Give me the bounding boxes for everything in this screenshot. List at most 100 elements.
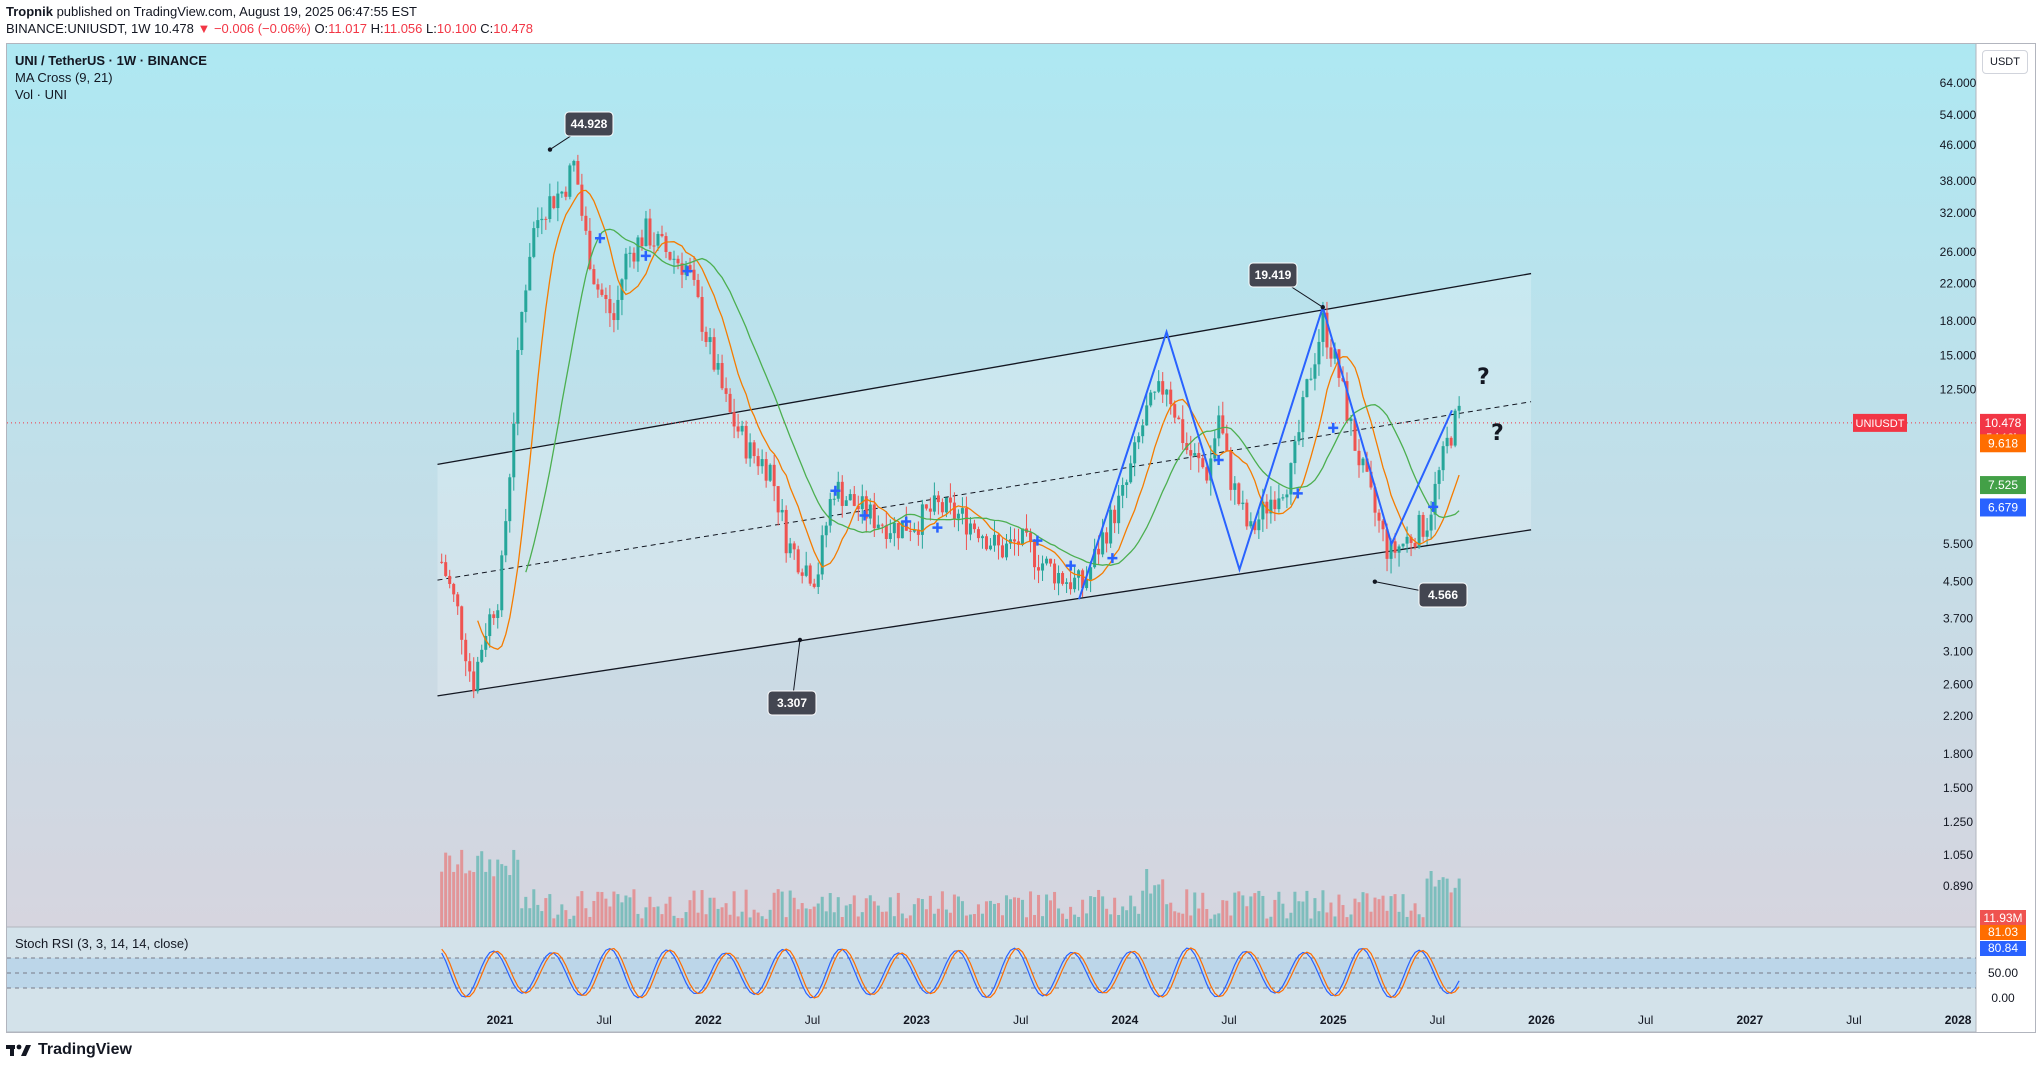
price-tick-label: 2.600 <box>1943 678 1973 692</box>
volume-bar <box>1221 900 1225 927</box>
candle-body <box>692 269 696 280</box>
candle-body <box>476 661 480 692</box>
volume-bar <box>704 914 708 927</box>
moving-averages <box>477 189 1460 651</box>
author-name: Tropnik <box>6 4 53 19</box>
candle-body <box>468 661 472 672</box>
volume-bar <box>1153 885 1157 927</box>
volume-bar <box>1405 916 1409 927</box>
candle-body <box>1125 482 1129 485</box>
volume-bar <box>592 900 596 927</box>
volume-bar <box>1257 890 1261 927</box>
volume-bar <box>828 893 832 927</box>
candle-body <box>876 524 880 529</box>
stoch-d-tag <box>1980 925 2026 940</box>
candle-body <box>1181 419 1185 444</box>
legend-volume[interactable]: Vol · UNI <box>15 87 68 102</box>
candle-body <box>1233 483 1237 490</box>
candle-body <box>676 258 680 264</box>
candle-body <box>580 184 584 216</box>
candle-body <box>1013 539 1017 542</box>
volume-bar <box>1189 915 1193 927</box>
candle-body <box>1065 582 1069 584</box>
volume-bar <box>948 912 952 927</box>
low-label: L: <box>426 21 437 36</box>
candle-body <box>808 565 812 584</box>
candle-body <box>748 442 752 459</box>
volume-bar <box>1253 893 1257 927</box>
time-tick-label: Jul <box>1430 1013 1445 1027</box>
candle-body <box>1449 437 1453 446</box>
volume-bar <box>984 901 988 927</box>
stoch-k-tag-text: 80.84 <box>1988 941 2018 955</box>
candle-body <box>1004 543 1008 558</box>
candle-body <box>732 412 736 427</box>
candle-body <box>572 160 576 166</box>
volume-bar <box>1449 892 1453 927</box>
symbol-price-tag-text: UNIUSDT <box>1856 418 1905 430</box>
volume-bar <box>484 871 488 927</box>
candle-body <box>812 583 816 587</box>
price-tick-label: 38.000 <box>1940 174 1977 188</box>
volume-bar <box>836 897 840 927</box>
volume-bar <box>960 901 964 927</box>
last-price: 10.478 <box>154 21 194 36</box>
volume-bar <box>1021 899 1025 927</box>
volume-bar <box>532 889 536 927</box>
price-axis[interactable]: 64.000 54.000 46.000 38.000 32.000 26.000 22.0… <box>1853 76 2026 1005</box>
candle-body <box>960 508 964 514</box>
volume-bar <box>980 913 984 927</box>
volume-bar <box>488 859 492 927</box>
currency-button[interactable]: USDT <box>1982 50 2028 74</box>
candle-body <box>1245 502 1249 527</box>
volume-bar <box>1117 914 1121 927</box>
legend-ma[interactable]: MA Cross (9, 21) <box>15 70 113 85</box>
price-tick-label: 1.250 <box>1943 815 1973 829</box>
ma-fast-line <box>477 189 1460 651</box>
candle-body <box>628 252 632 254</box>
candle-body <box>644 218 648 247</box>
volume-bar <box>864 898 868 927</box>
volume-bar <box>520 908 524 927</box>
volume-bar <box>616 894 620 927</box>
candle-body <box>856 505 860 510</box>
time-tick-label: 2025 <box>1320 1013 1347 1027</box>
candle-body <box>1393 541 1397 553</box>
price-change: ▼ −0.006 (−0.06%) <box>197 21 311 36</box>
volume-bar <box>556 914 560 927</box>
volume-bar <box>644 907 648 927</box>
volume-bar <box>728 914 732 927</box>
volume-bar <box>1397 911 1401 927</box>
volume-bar <box>444 852 448 927</box>
volume-bar <box>916 898 920 927</box>
volume-bar <box>1133 906 1137 927</box>
volume-bar <box>1125 910 1129 927</box>
candle-body <box>1329 347 1333 359</box>
price-tag <box>1980 434 2026 453</box>
price-tick-label: 1.800 <box>1943 747 1973 761</box>
candle-body <box>820 535 824 575</box>
volume-bar <box>1437 879 1441 927</box>
candle-body <box>984 536 988 550</box>
volume-bar <box>1389 896 1393 927</box>
volume-bar <box>928 895 932 927</box>
callout-label: 19.419 <box>1255 268 1292 282</box>
high-value: 11.056 <box>383 21 423 36</box>
time-tick-label: Jul <box>1846 1013 1861 1027</box>
candle-body <box>824 525 828 536</box>
candle-body <box>804 565 808 576</box>
volume-bar <box>716 908 720 927</box>
candle-body <box>872 504 876 529</box>
stoch-rsi-legend[interactable]: Stoch RSI (3, 3, 14, 14, close) <box>15 936 189 951</box>
legend-symbol[interactable]: UNI / TetherUS · 1W · BINANCE <box>15 53 207 68</box>
candle-body <box>1269 499 1273 514</box>
candle-body <box>724 388 728 394</box>
volume-bar <box>924 909 928 927</box>
candle-body <box>576 160 580 185</box>
price-tick-label: 15.000 <box>1940 348 1977 362</box>
time-axis[interactable]: 2021 Jul 2022 Jul 2023 Jul 2024 Jul 2025 Jul 2026 J… <box>487 1013 1972 1027</box>
footer-brand[interactable]: TradingView <box>6 1041 132 1059</box>
price-tick-label: 54.000 <box>1940 108 1977 122</box>
volume-bar <box>476 855 480 927</box>
